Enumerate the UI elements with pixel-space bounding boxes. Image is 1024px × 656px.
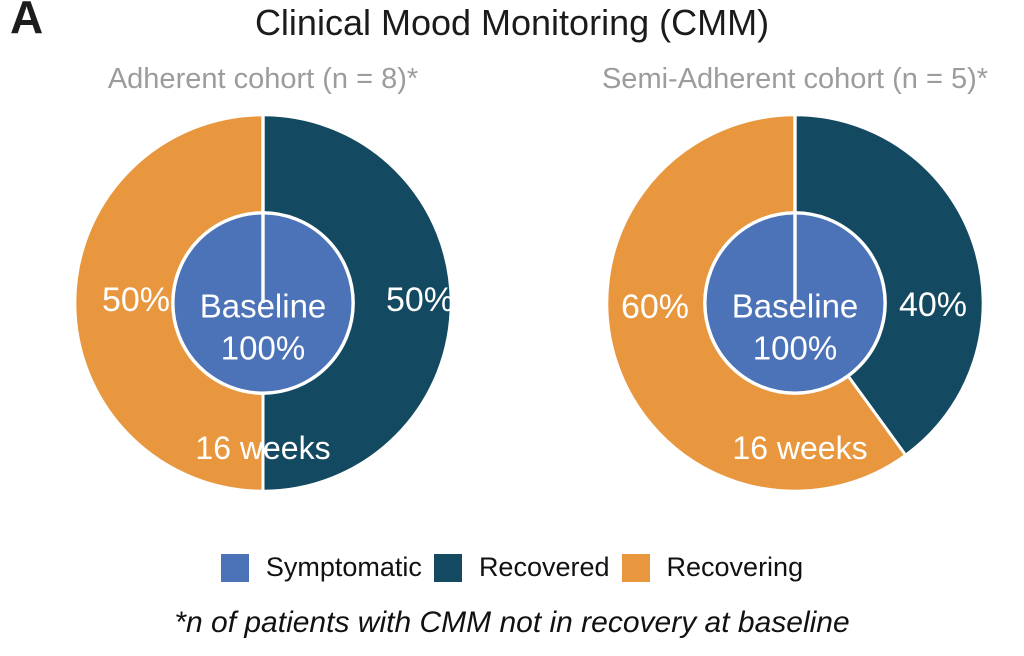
baseline-label: Baseline <box>731 287 859 325</box>
semi-adherent-cohort-panel: Semi-Adherent cohort (n = 5)* 60% 40% Ba… <box>599 63 991 499</box>
recovering-percent-label: 50% <box>101 281 171 319</box>
recovered-percent-label: 50% <box>385 281 455 319</box>
adherent-donut-chart <box>73 113 453 493</box>
legend-item-recovered: Recovered <box>433 552 610 583</box>
recovering-wedge <box>73 113 265 493</box>
baseline-label: Baseline <box>199 287 327 325</box>
legend-item-symptomatic: Symptomatic <box>220 552 422 583</box>
semi-adherent-cohort-subtitle: Semi-Adherent cohort (n = 5)* <box>601 63 989 95</box>
timepoint-label: 16 weeks <box>732 430 868 466</box>
figure-panel-label: A <box>10 0 44 43</box>
timepoint-label: 16 weeks <box>195 430 331 466</box>
recovered-percent-label: 40% <box>898 286 968 324</box>
recovering-swatch-icon <box>621 553 650 582</box>
legend: Symptomatic Recovered Recovering <box>0 552 1024 583</box>
baseline-percent-label: 100% <box>220 329 306 367</box>
adherent-cohort-panel: Adherent cohort (n = 8)* 50% 50% Baselin… <box>67 63 459 499</box>
footnote: *n of patients with CMM not in recovery … <box>174 606 850 639</box>
recovered-swatch-icon <box>433 553 462 582</box>
legend-item-recovering: Recovering <box>621 552 804 583</box>
chart-title: Clinical Mood Monitoring (CMM) <box>254 2 770 43</box>
baseline-percent-label: 100% <box>752 329 838 367</box>
recovered-wedge <box>793 113 985 458</box>
recovered-wedge <box>261 113 453 493</box>
semi-adherent-donut-chart <box>605 113 985 493</box>
legend-label: Symptomatic <box>265 552 422 582</box>
symptomatic-swatch-icon <box>220 553 249 582</box>
recovering-percent-label: 60% <box>620 288 690 326</box>
adherent-cohort-subtitle: Adherent cohort (n = 8)* <box>107 63 419 95</box>
legend-label: Recovering <box>666 552 804 582</box>
legend-label: Recovered <box>478 552 610 582</box>
